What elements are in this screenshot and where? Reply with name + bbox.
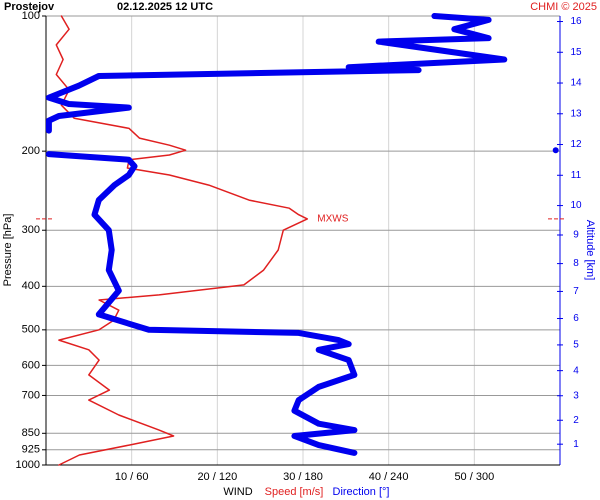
x-tick-label: 30 / 180 [283, 471, 323, 483]
legend-speed: Speed [m/s] [265, 486, 324, 498]
date: 02.12.2025 12 UTC [117, 1, 213, 13]
y2-tick-label: 1 [573, 439, 579, 450]
y-tick-label: 850 [22, 427, 40, 439]
y-tick-label: 600 [22, 359, 40, 371]
y-tick-label: 925 [22, 444, 40, 456]
direction-line [45, 151, 358, 456]
x-tick-label: 50 / 300 [454, 471, 494, 483]
legend-direction: Direction [°] [333, 486, 390, 498]
y2-tick-label: 9 [573, 230, 579, 241]
y2-tick-label: 13 [570, 108, 582, 119]
y-tick-label: 100 [22, 10, 40, 22]
y2-tick-label: 15 [570, 47, 582, 58]
y-tick-label: 400 [22, 280, 40, 292]
y-tick-label: 300 [22, 224, 40, 236]
y-tick-label: 1000 [16, 459, 40, 471]
mxws-label: MXWS [317, 213, 348, 224]
y-tick-label: 200 [22, 145, 40, 157]
y2-axis-label: Altitude [km] [584, 220, 596, 281]
y2-tick-label: 4 [573, 365, 579, 376]
station: Prostejov [4, 1, 55, 13]
y2-tick-label: 16 [570, 16, 582, 27]
y2-tick-label: 2 [573, 415, 579, 426]
y-axis-label: Pressure [hPa] [2, 214, 14, 287]
y2-tick-label: 8 [573, 258, 579, 269]
x-tick-label: 40 / 240 [369, 471, 409, 483]
x-tick-label: 20 / 120 [197, 471, 237, 483]
y2-tick-label: 7 [573, 286, 579, 297]
y2-tick-label: 6 [573, 313, 579, 324]
credit: CHMI © 2025 [530, 1, 597, 13]
y2-tick-label: 3 [573, 390, 579, 401]
y-tick-label: 500 [22, 324, 40, 336]
y2-tick-label: 14 [570, 78, 582, 89]
x-axis-label: WIND [223, 486, 252, 498]
y2-tick-label: 10 [570, 200, 582, 211]
direction-line [45, 13, 508, 134]
y-tick-label: 700 [22, 389, 40, 401]
x-tick-label: 10 / 60 [115, 471, 149, 483]
y2-tick-label: 12 [570, 139, 582, 150]
y2-tick-label: 5 [573, 340, 579, 351]
y2-tick-label: 11 [571, 170, 582, 181]
